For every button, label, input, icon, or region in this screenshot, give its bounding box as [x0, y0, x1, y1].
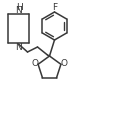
Text: H: H [16, 2, 23, 12]
Text: O: O [31, 59, 38, 68]
Text: F: F [52, 2, 57, 12]
Text: O: O [60, 59, 67, 68]
Text: N: N [15, 42, 22, 52]
Text: N: N [15, 6, 22, 15]
